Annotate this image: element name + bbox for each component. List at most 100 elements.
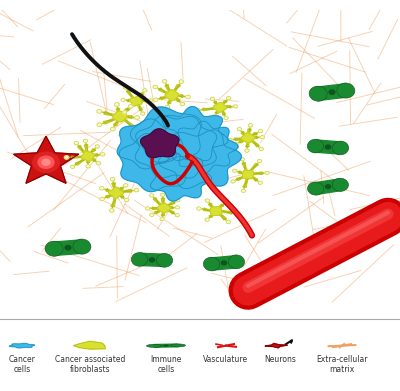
Ellipse shape <box>73 239 91 254</box>
Text: Cancer
cells: Cancer cells <box>8 355 36 375</box>
Circle shape <box>222 261 227 265</box>
Circle shape <box>141 112 145 115</box>
Text: Immune
cells: Immune cells <box>150 355 182 375</box>
Polygon shape <box>117 119 179 169</box>
Polygon shape <box>229 125 263 151</box>
Polygon shape <box>150 154 212 201</box>
Circle shape <box>160 193 165 196</box>
Circle shape <box>123 86 128 89</box>
Circle shape <box>160 217 164 221</box>
Ellipse shape <box>156 253 173 267</box>
Ellipse shape <box>332 141 349 155</box>
Circle shape <box>100 197 104 201</box>
Circle shape <box>258 129 262 133</box>
Polygon shape <box>170 121 238 173</box>
Polygon shape <box>314 179 342 194</box>
Ellipse shape <box>309 86 327 101</box>
Circle shape <box>248 124 253 127</box>
Circle shape <box>235 212 239 215</box>
Circle shape <box>165 105 170 109</box>
Ellipse shape <box>170 344 186 347</box>
Polygon shape <box>74 341 106 349</box>
Circle shape <box>186 95 190 99</box>
Ellipse shape <box>203 257 220 271</box>
Circle shape <box>237 127 242 131</box>
Circle shape <box>326 185 330 188</box>
Ellipse shape <box>45 241 63 256</box>
Ellipse shape <box>332 178 348 191</box>
Circle shape <box>224 117 228 120</box>
Circle shape <box>121 98 125 102</box>
Circle shape <box>134 188 139 192</box>
Polygon shape <box>101 178 138 211</box>
Polygon shape <box>159 130 241 188</box>
Circle shape <box>175 206 180 209</box>
Circle shape <box>150 194 154 197</box>
Polygon shape <box>241 133 255 143</box>
Circle shape <box>234 142 238 146</box>
Polygon shape <box>122 87 152 114</box>
Circle shape <box>212 115 216 118</box>
Circle shape <box>240 158 244 161</box>
Ellipse shape <box>131 253 148 266</box>
Circle shape <box>110 127 115 131</box>
Circle shape <box>205 199 210 202</box>
Circle shape <box>42 159 50 165</box>
Polygon shape <box>210 256 238 270</box>
Circle shape <box>224 200 228 204</box>
Text: Extra-cellular
matrix: Extra-cellular matrix <box>316 355 368 375</box>
Circle shape <box>64 156 69 159</box>
Polygon shape <box>130 107 201 162</box>
Circle shape <box>150 213 154 217</box>
Circle shape <box>150 258 154 262</box>
Circle shape <box>97 123 102 127</box>
Circle shape <box>210 97 214 100</box>
Circle shape <box>179 80 184 83</box>
Polygon shape <box>232 158 268 192</box>
Circle shape <box>124 198 129 202</box>
Polygon shape <box>156 107 228 161</box>
Circle shape <box>259 147 264 151</box>
Circle shape <box>153 85 158 89</box>
Polygon shape <box>315 140 341 154</box>
Circle shape <box>232 169 237 172</box>
Circle shape <box>245 149 249 152</box>
Polygon shape <box>66 140 104 167</box>
Circle shape <box>146 207 150 210</box>
Text: Vasculature: Vasculature <box>204 355 248 364</box>
Text: Neurons: Neurons <box>264 355 296 364</box>
Circle shape <box>329 90 335 94</box>
Polygon shape <box>139 253 165 266</box>
Circle shape <box>143 89 147 92</box>
Ellipse shape <box>228 255 245 269</box>
Circle shape <box>97 109 102 113</box>
Circle shape <box>258 181 262 184</box>
Circle shape <box>100 152 105 156</box>
Polygon shape <box>265 344 287 348</box>
Text: Cancer associated
fibroblasts: Cancer associated fibroblasts <box>55 355 125 375</box>
Polygon shape <box>113 111 127 122</box>
Circle shape <box>197 207 201 210</box>
Circle shape <box>65 246 71 250</box>
Polygon shape <box>154 81 189 108</box>
Circle shape <box>205 218 209 221</box>
Circle shape <box>124 184 128 187</box>
Circle shape <box>326 145 331 149</box>
Circle shape <box>258 160 262 163</box>
Circle shape <box>228 138 232 142</box>
Circle shape <box>74 142 78 145</box>
Circle shape <box>135 116 140 119</box>
Circle shape <box>226 97 231 100</box>
Polygon shape <box>147 194 179 220</box>
Circle shape <box>233 105 238 108</box>
Ellipse shape <box>308 182 324 195</box>
Circle shape <box>114 103 119 106</box>
Polygon shape <box>109 187 123 198</box>
Circle shape <box>260 136 264 139</box>
Polygon shape <box>10 343 34 348</box>
Polygon shape <box>140 129 179 158</box>
Polygon shape <box>242 170 254 179</box>
Polygon shape <box>158 203 170 213</box>
Circle shape <box>33 152 59 172</box>
Ellipse shape <box>146 344 162 347</box>
